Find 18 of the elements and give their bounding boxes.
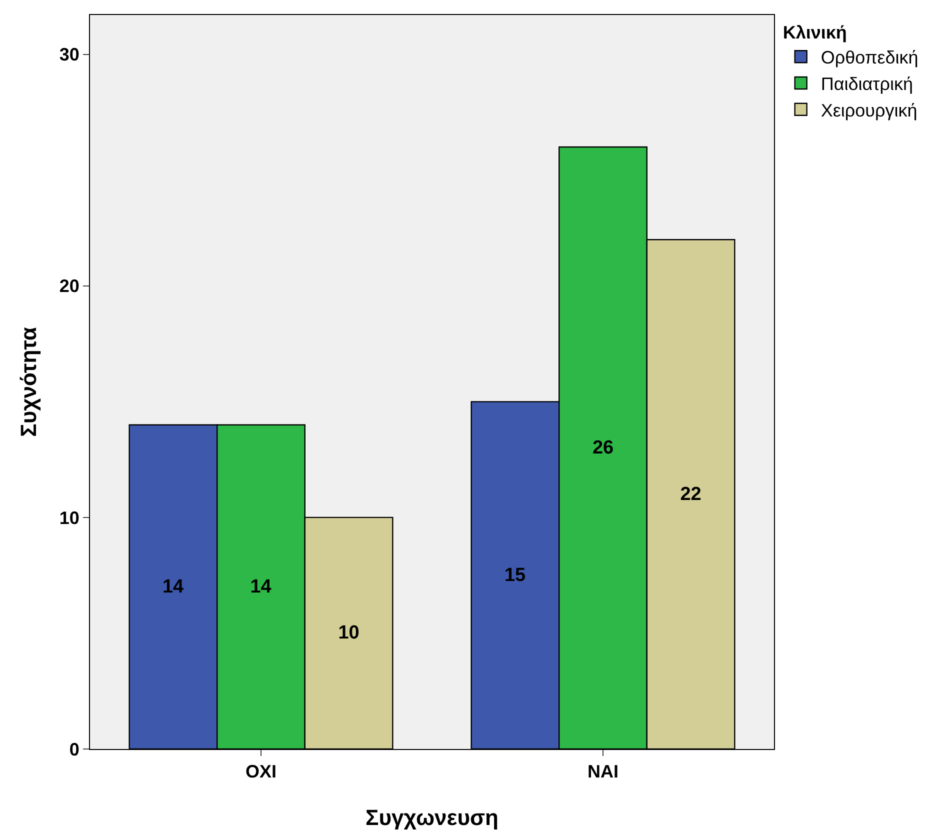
y-tick-label: 0 <box>69 739 80 760</box>
y-tick-label: 10 <box>59 508 80 528</box>
y-tick-label: 20 <box>59 276 80 296</box>
legend-label: Παιδιατρική <box>820 74 914 94</box>
y-tick-label: 30 <box>59 44 80 65</box>
legend-title: Κλινική <box>782 22 847 42</box>
data-label: 14 <box>162 576 184 598</box>
legend-label: Χειρουργική <box>820 100 918 120</box>
data-label: 26 <box>592 437 614 458</box>
data-label: 14 <box>250 576 272 598</box>
x-axis-title: Συγχωνευση <box>366 805 498 830</box>
y-axis-title: Συχνότητα <box>16 326 41 437</box>
x-tick-label: ΟΧΙ <box>245 762 277 782</box>
legend-label: Ορθοπεδική <box>820 48 918 68</box>
x-tick-label: ΝΑΙ <box>588 762 618 782</box>
data-label: 22 <box>680 484 702 505</box>
data-label: 10 <box>338 622 360 644</box>
data-label: 15 <box>504 564 526 586</box>
